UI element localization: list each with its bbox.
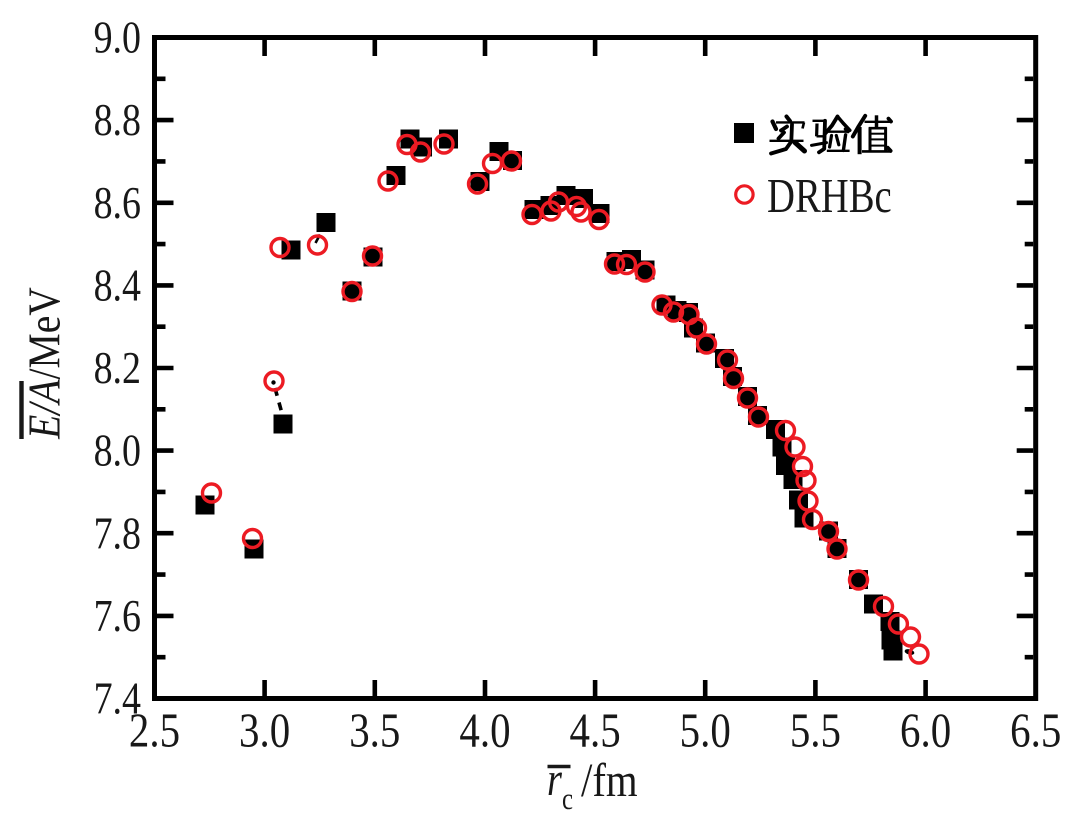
svg-text:2.5: 2.5 xyxy=(129,703,180,757)
svg-text:8.4: 8.4 xyxy=(94,260,141,311)
svg-text:8.2: 8.2 xyxy=(94,343,141,394)
svg-text:/fm: /fm xyxy=(581,753,638,807)
svg-text:3.5: 3.5 xyxy=(349,703,400,757)
svg-text:6.0: 6.0 xyxy=(900,703,951,757)
svg-text:4.5: 4.5 xyxy=(570,703,621,757)
svg-text:9.0: 9.0 xyxy=(94,12,141,63)
svg-text:5.0: 5.0 xyxy=(680,703,731,757)
svg-text:E/A/MeV: E/A/MeV xyxy=(20,287,70,440)
svg-text:8.0: 8.0 xyxy=(94,425,141,476)
svg-text:7.6: 7.6 xyxy=(94,591,141,642)
svg-text:r: r xyxy=(547,753,563,806)
svg-text:c: c xyxy=(562,782,573,816)
svg-text:8.6: 8.6 xyxy=(94,178,141,229)
svg-text:7.4: 7.4 xyxy=(94,673,141,724)
svg-text:7.8: 7.8 xyxy=(94,508,141,559)
svg-text:DRHBc: DRHBc xyxy=(767,169,892,223)
svg-text:6.5: 6.5 xyxy=(1010,703,1061,757)
svg-text:8.8: 8.8 xyxy=(94,95,141,146)
svg-text:3.0: 3.0 xyxy=(239,703,290,757)
svg-text:4.0: 4.0 xyxy=(459,703,510,757)
svg-text:5.5: 5.5 xyxy=(790,703,841,757)
